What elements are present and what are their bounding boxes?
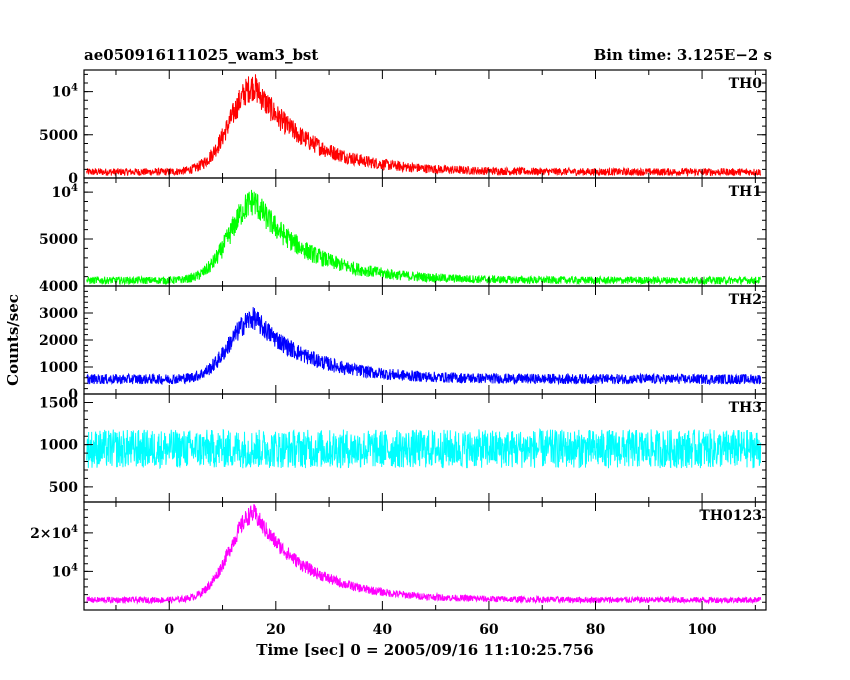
x-tick-label: 80 [586, 622, 606, 638]
x-tick-label: 20 [266, 622, 286, 638]
series-line-th3 [86, 427, 762, 470]
chart-title: ae050916111025_wam3_bst [84, 46, 318, 64]
panel-label-th3: TH3 [729, 400, 762, 416]
x-tick-label: 60 [479, 622, 499, 638]
y-tick-label: 104 [52, 562, 78, 580]
x-tick-label: 0 [164, 622, 174, 638]
panel-frame-th0123 [83, 501, 767, 611]
y-tick-label: 1500 [39, 395, 78, 411]
x-axis-label: Time [sec] 0 = 2005/09/16 11:10:25.756 [256, 641, 593, 659]
x-tick-label: 40 [373, 622, 393, 638]
y-axis-label: Counts/sec [4, 294, 22, 386]
y-tick-label: 4000 [39, 279, 78, 295]
y-tick-label: 5000 [39, 128, 78, 144]
y-tick-label: 1000 [39, 438, 78, 454]
y-tick-label: 1000 [39, 360, 78, 376]
y-tick-label: 0 [68, 171, 78, 187]
y-tick-label: 0 [68, 387, 78, 403]
y-tick-label: 3000 [39, 306, 78, 322]
y-tick-label: 500 [49, 480, 78, 496]
bin-time-label: Bin time: 3.125E−2 s [594, 46, 772, 64]
panel-label-th1: TH1 [729, 184, 762, 200]
panel-label-th2: TH2 [729, 292, 762, 308]
y-tick-label: 5000 [39, 232, 78, 248]
y-tick-label: 104 [52, 183, 78, 201]
panel-label-th0: TH0 [729, 76, 763, 92]
panel-frame-th1 [83, 177, 767, 287]
y-tick-label: 104 [52, 83, 78, 101]
series-line-th1 [86, 189, 761, 286]
series-line-th0123 [86, 504, 762, 605]
y-tick-label: 2000 [39, 333, 78, 349]
panel-frame-th0 [83, 69, 767, 179]
series-line-th0 [86, 74, 762, 178]
x-tick-label: 100 [687, 622, 716, 638]
panel-label-th0123: TH0123 [699, 508, 762, 524]
series-line-th2 [86, 307, 762, 386]
y-tick-label: 2×104 [30, 524, 78, 542]
y-tick-label: 0 [68, 279, 78, 295]
